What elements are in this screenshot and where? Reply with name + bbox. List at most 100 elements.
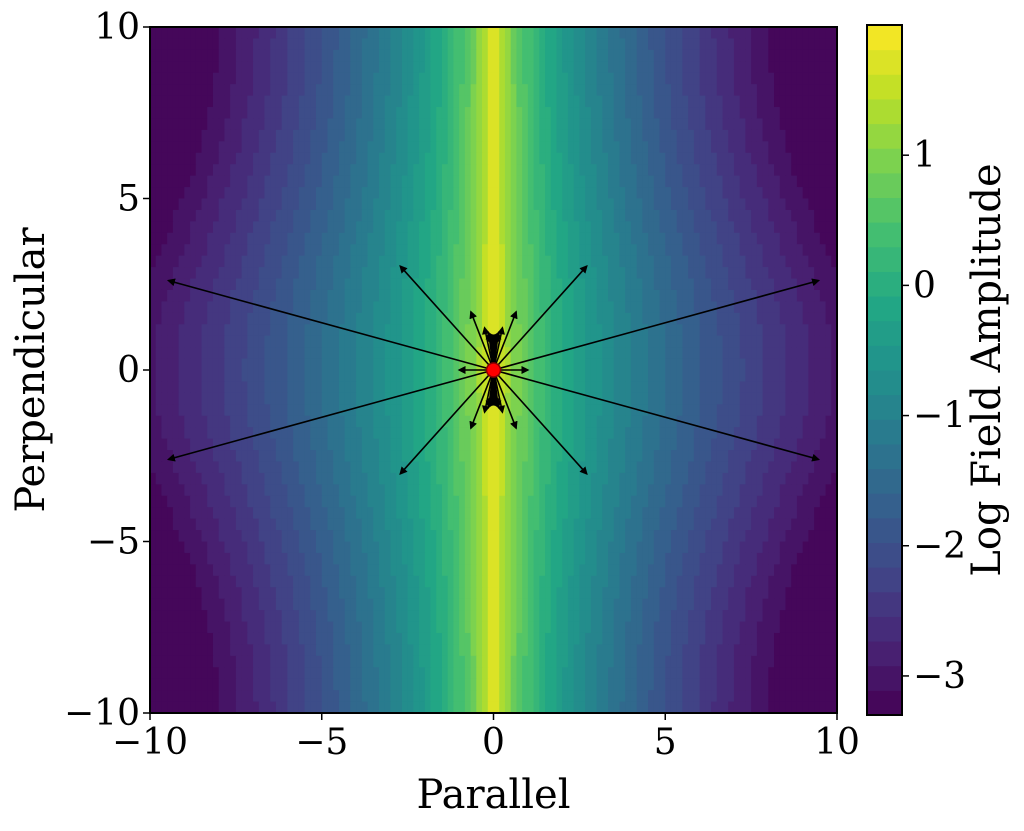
contour-cell bbox=[796, 438, 804, 451]
contour-cell bbox=[384, 72, 392, 85]
contour-cell bbox=[253, 72, 260, 85]
contour-cell bbox=[424, 49, 432, 62]
contour-cell bbox=[379, 461, 386, 474]
contour-cell bbox=[693, 72, 701, 85]
contour-cell bbox=[768, 255, 775, 268]
contour-cell bbox=[247, 347, 254, 360]
contour-cell bbox=[304, 209, 311, 222]
contour-cell bbox=[545, 209, 552, 222]
contour-cell bbox=[613, 61, 621, 74]
contour-cell bbox=[270, 187, 277, 200]
contour-cell bbox=[831, 61, 837, 74]
contour-cell bbox=[161, 267, 168, 280]
contour-cell bbox=[373, 335, 380, 348]
contour-cell bbox=[401, 472, 409, 485]
contour-cell bbox=[275, 472, 283, 485]
contour-cell bbox=[275, 484, 283, 497]
contour-cell bbox=[361, 392, 369, 405]
contour-cell bbox=[253, 495, 260, 508]
contour-cell bbox=[155, 27, 163, 40]
contour-cell bbox=[705, 358, 712, 371]
contour-cell bbox=[384, 289, 392, 302]
contour-cell bbox=[516, 198, 523, 211]
contour-cell bbox=[579, 324, 586, 337]
contour-cell bbox=[762, 381, 769, 394]
contour-cell bbox=[636, 267, 643, 280]
contour-cell bbox=[722, 415, 729, 428]
contour-cell bbox=[321, 278, 329, 291]
contour-cell bbox=[625, 27, 632, 40]
contour-cell bbox=[705, 164, 712, 177]
contour-cell bbox=[762, 244, 769, 257]
contour-cell bbox=[424, 450, 432, 463]
contour-cell bbox=[258, 461, 266, 474]
contour-cell bbox=[527, 404, 535, 417]
contour-cell bbox=[298, 450, 306, 463]
contour-cell bbox=[751, 129, 758, 142]
contour-cell bbox=[493, 84, 500, 97]
contour-cell bbox=[172, 118, 180, 131]
contour-cell bbox=[453, 118, 460, 131]
contour-cell bbox=[287, 198, 294, 211]
contour-cell bbox=[796, 358, 804, 371]
contour-cell bbox=[693, 358, 701, 371]
contour-cell bbox=[172, 484, 180, 497]
contour-cell bbox=[293, 27, 300, 40]
contour-cell bbox=[550, 198, 558, 211]
contour-cell bbox=[241, 461, 248, 474]
contour-cell bbox=[648, 381, 655, 394]
contour-cell bbox=[716, 472, 724, 485]
contour-cell bbox=[751, 255, 758, 268]
contour-cell bbox=[522, 72, 529, 85]
contour-cell bbox=[270, 232, 277, 245]
contour-cell bbox=[711, 107, 718, 120]
contour-cell bbox=[224, 381, 231, 394]
contour-cell bbox=[161, 164, 168, 177]
contour-cell bbox=[573, 107, 580, 120]
contour-cell bbox=[401, 301, 409, 314]
contour-cell bbox=[751, 244, 758, 257]
contour-cell bbox=[264, 38, 271, 51]
contour-cell bbox=[802, 255, 809, 268]
contour-cell bbox=[201, 209, 208, 222]
contour-cell bbox=[424, 232, 432, 245]
contour-cell bbox=[779, 289, 787, 302]
contour-cell bbox=[527, 427, 535, 440]
contour-cell bbox=[802, 187, 809, 200]
contour-cell bbox=[493, 187, 500, 200]
contour-cell bbox=[419, 175, 426, 188]
contour-cell bbox=[247, 107, 254, 120]
contour-cell bbox=[424, 358, 432, 371]
contour-cell bbox=[522, 61, 529, 74]
contour-cell bbox=[235, 335, 243, 348]
contour-cell bbox=[218, 187, 226, 200]
contour-cell bbox=[550, 335, 558, 348]
contour-cell bbox=[630, 484, 638, 497]
contour-cell bbox=[258, 278, 266, 291]
contour-cell bbox=[670, 335, 678, 348]
contour-cell bbox=[373, 495, 380, 508]
contour-cell bbox=[190, 232, 197, 245]
contour-cell bbox=[510, 289, 517, 302]
contour-cell bbox=[762, 198, 769, 211]
contour-cell bbox=[361, 118, 369, 131]
contour-cell bbox=[590, 107, 598, 120]
contour-cell bbox=[190, 438, 197, 451]
contour-cell bbox=[487, 61, 495, 74]
contour-cell bbox=[241, 232, 248, 245]
contour-cell bbox=[310, 358, 317, 371]
contour-cell bbox=[430, 358, 437, 371]
contour-cell bbox=[230, 370, 237, 383]
contour-cell bbox=[373, 187, 380, 200]
contour-cell bbox=[682, 370, 689, 383]
contour-cell bbox=[172, 95, 180, 108]
contour-cell bbox=[630, 175, 638, 188]
contour-cell bbox=[573, 267, 580, 280]
contour-cell bbox=[167, 450, 174, 463]
contour-cell bbox=[150, 381, 157, 394]
contour-cell bbox=[791, 61, 798, 74]
contour-cell bbox=[316, 141, 323, 154]
contour-cell bbox=[562, 381, 569, 394]
contour-cell bbox=[791, 312, 798, 325]
contour-cell bbox=[728, 27, 735, 40]
